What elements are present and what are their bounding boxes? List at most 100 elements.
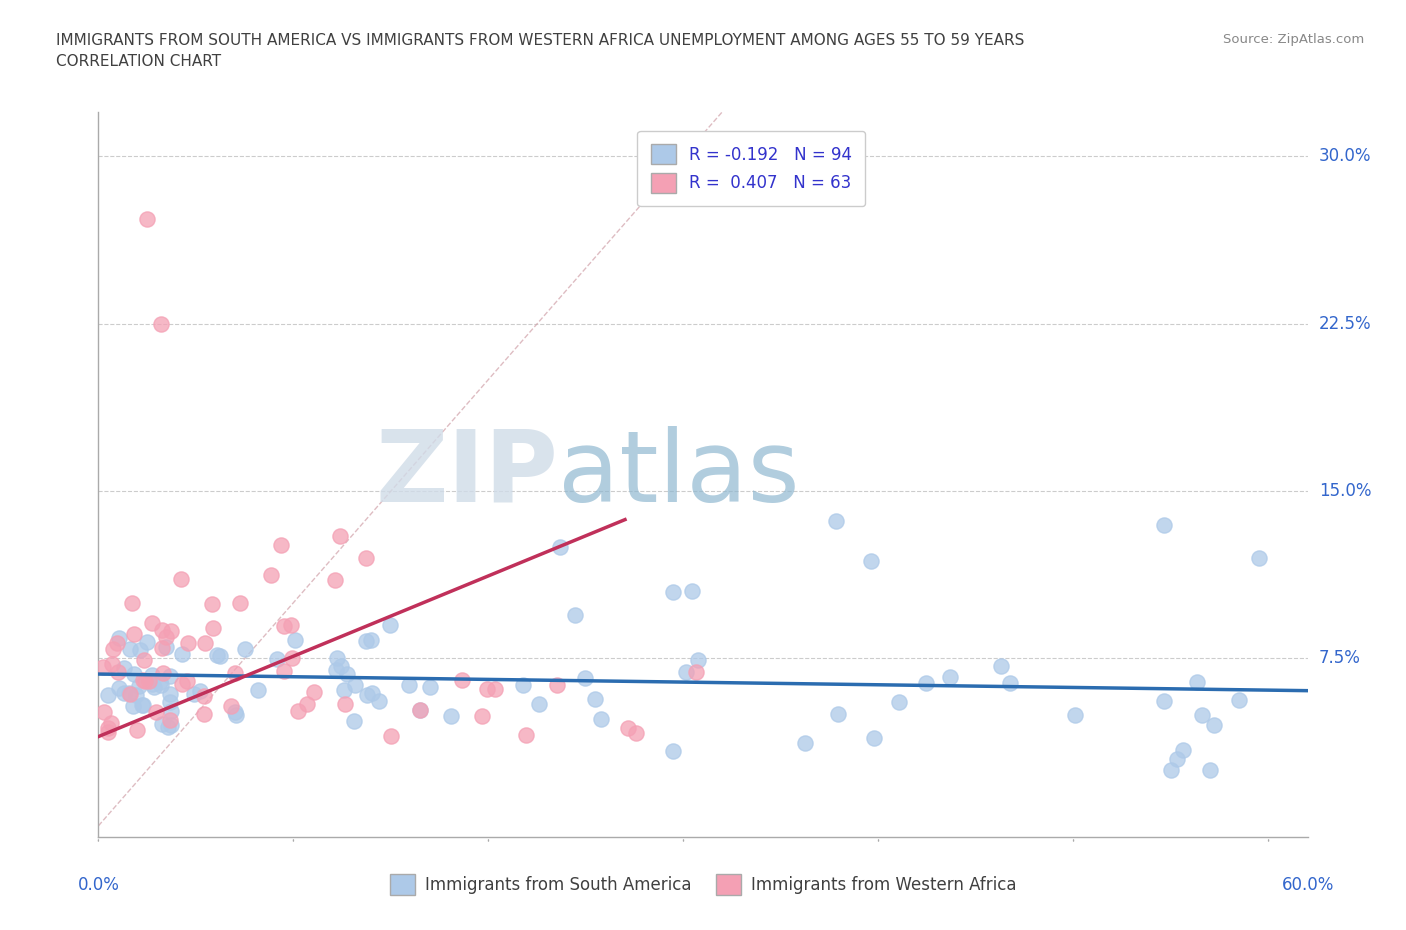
Point: [125, 723, 148, 737]
Point: [121, 698, 143, 713]
Point: [193, 706, 215, 721]
Point: [93, 704, 115, 719]
Point: [998, 676, 1021, 691]
Point: [270, 538, 292, 552]
Point: [546, 677, 568, 692]
Point: [120, 686, 142, 701]
Point: [1202, 718, 1225, 733]
Point: [132, 672, 155, 687]
Point: [141, 677, 163, 692]
Point: [105, 635, 128, 650]
Point: [228, 595, 250, 610]
Text: 60.0%: 60.0%: [1281, 876, 1334, 894]
Point: [141, 668, 163, 683]
Point: [283, 632, 305, 647]
Point: [132, 698, 155, 712]
Text: 22.5%: 22.5%: [1319, 314, 1371, 333]
Point: [148, 674, 170, 689]
Point: [685, 664, 707, 679]
Point: [209, 648, 232, 663]
Point: [183, 686, 205, 701]
Point: [325, 662, 347, 677]
Point: [246, 683, 269, 698]
Point: [159, 695, 181, 710]
Point: [329, 528, 352, 543]
Point: [202, 621, 225, 636]
Point: [515, 728, 537, 743]
Point: [150, 717, 173, 732]
Point: [1185, 674, 1208, 689]
Point: [101, 657, 124, 671]
Point: [266, 652, 288, 667]
Text: CORRELATION CHART: CORRELATION CHART: [56, 54, 221, 69]
Point: [1160, 763, 1182, 777]
Point: [170, 676, 193, 691]
Point: [134, 674, 156, 689]
Point: [150, 623, 173, 638]
Point: [343, 713, 366, 728]
Point: [176, 673, 198, 688]
Point: [380, 728, 402, 743]
Point: [150, 678, 173, 693]
Point: [398, 678, 420, 693]
Point: [132, 652, 155, 667]
Text: ZIP: ZIP: [375, 426, 558, 523]
Point: [273, 663, 295, 678]
Point: [360, 633, 382, 648]
Point: [409, 702, 432, 717]
Point: [188, 684, 211, 698]
Point: [938, 670, 960, 684]
Text: Source: ZipAtlas.com: Source: ZipAtlas.com: [1223, 33, 1364, 46]
Point: [484, 682, 506, 697]
Point: [368, 694, 391, 709]
Point: [160, 704, 183, 719]
Point: [281, 651, 304, 666]
Point: [205, 647, 228, 662]
Point: [121, 596, 143, 611]
Point: [273, 618, 295, 633]
Point: [675, 664, 697, 679]
Point: [152, 641, 174, 656]
Point: [145, 705, 167, 720]
Point: [527, 697, 550, 711]
Point: [356, 551, 378, 565]
Text: 7.5%: 7.5%: [1319, 649, 1361, 668]
Point: [825, 514, 848, 529]
Point: [128, 642, 150, 657]
Point: [548, 539, 571, 554]
Point: [1227, 693, 1250, 708]
Point: [101, 642, 124, 657]
Point: [97, 687, 120, 702]
Point: [915, 676, 938, 691]
Point: [335, 697, 357, 711]
Point: [201, 596, 224, 611]
Point: [193, 688, 215, 703]
Point: [219, 698, 242, 713]
Point: [97, 720, 120, 735]
Point: [862, 731, 884, 746]
Point: [860, 554, 883, 569]
Point: [128, 679, 150, 694]
Point: [1153, 517, 1175, 532]
Point: [122, 626, 145, 641]
Point: [152, 666, 174, 681]
Point: [1063, 707, 1085, 722]
Point: [233, 642, 256, 657]
Point: [155, 630, 177, 644]
Point: [591, 711, 613, 726]
Point: [378, 618, 401, 633]
Point: [336, 667, 359, 682]
Point: [125, 687, 148, 702]
Point: [159, 718, 181, 733]
Point: [1171, 743, 1194, 758]
Point: [889, 695, 911, 710]
Point: [302, 684, 325, 699]
Point: [100, 715, 122, 730]
Point: [1191, 708, 1213, 723]
Point: [138, 673, 160, 688]
Point: [149, 316, 172, 331]
Point: [112, 660, 135, 675]
Point: [136, 211, 159, 226]
Point: [990, 658, 1012, 673]
Point: [107, 665, 129, 680]
